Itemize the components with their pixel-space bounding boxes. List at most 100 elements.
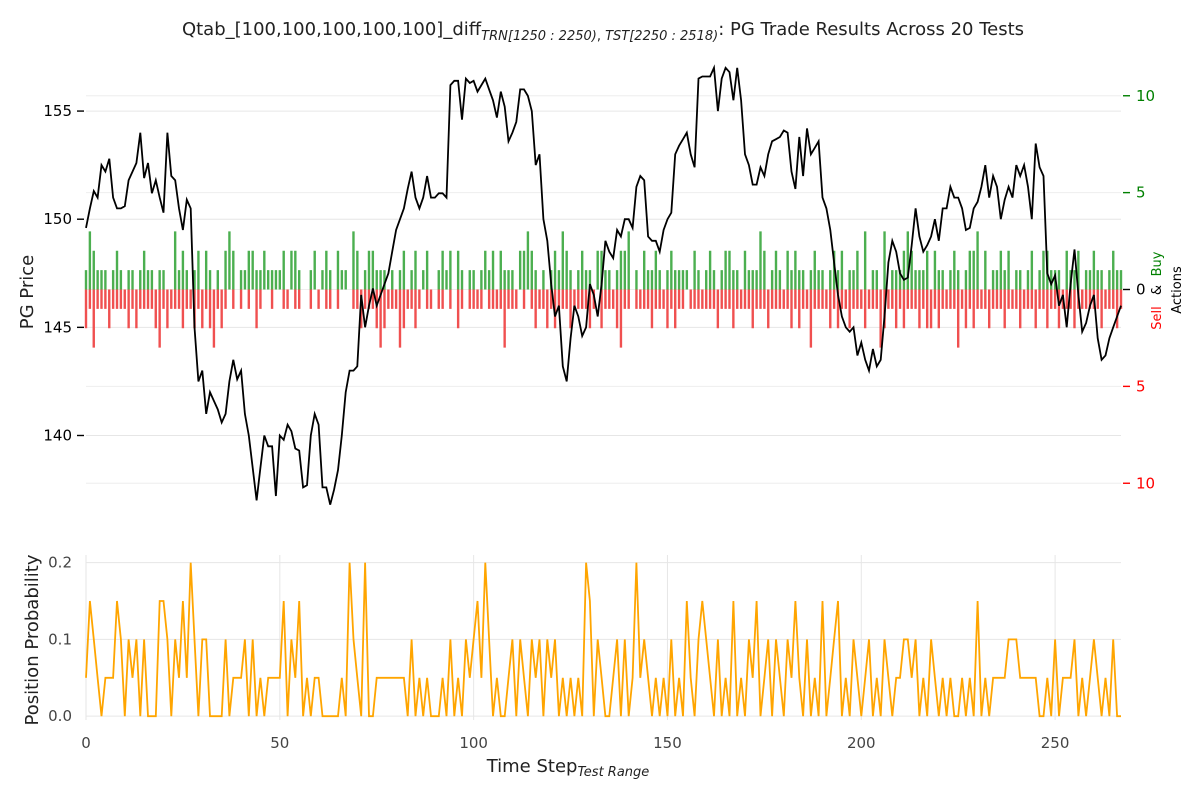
sell-bar xyxy=(201,289,204,329)
sell-bar xyxy=(720,289,723,309)
sell-bar xyxy=(809,289,813,348)
probability-tick-label: 0.0 xyxy=(48,707,72,725)
buy-bar xyxy=(1119,270,1123,290)
buy-bar xyxy=(708,250,712,290)
time-tick-label: 0 xyxy=(81,734,91,752)
sell-bar xyxy=(387,289,390,309)
buy-bar xyxy=(142,250,146,290)
buy-bar xyxy=(968,250,972,290)
sell-bar xyxy=(929,289,933,329)
buy-bar xyxy=(941,270,944,290)
buy-bar xyxy=(542,270,545,290)
sell-bar xyxy=(743,289,747,309)
buy-bar xyxy=(933,250,937,290)
sell-bar xyxy=(468,289,471,309)
buy-bar xyxy=(518,250,522,290)
sell-bar xyxy=(425,289,429,309)
sell-bar xyxy=(232,289,235,309)
buy-bar xyxy=(906,231,909,290)
buy-bar xyxy=(999,250,1003,290)
sell-bar xyxy=(860,289,863,309)
buy-bar xyxy=(104,270,107,290)
sell-bar xyxy=(914,289,917,309)
sell-bar xyxy=(794,289,797,309)
sell-bar xyxy=(371,289,375,309)
buy-bar xyxy=(925,250,929,290)
sell-bar xyxy=(282,289,285,309)
buy-bar xyxy=(736,270,739,290)
sell-bar xyxy=(270,289,274,309)
sell-bar xyxy=(325,289,328,309)
sell-bar xyxy=(643,289,646,309)
sell-bar xyxy=(1011,289,1014,309)
sell-bar xyxy=(774,289,778,309)
sell-bar xyxy=(255,289,258,329)
buy-bar xyxy=(964,270,968,290)
buy-bar xyxy=(922,270,925,290)
probability-tick-label: 0.1 xyxy=(48,630,72,648)
sell-bar xyxy=(131,289,134,309)
buy-bar xyxy=(158,270,161,290)
buy-bar xyxy=(193,270,196,290)
buy-bar xyxy=(1084,270,1088,290)
sell-bar xyxy=(189,289,192,309)
title-sub-sep: , xyxy=(597,29,605,44)
sell-bar xyxy=(1081,289,1084,309)
buy-bar xyxy=(216,270,219,290)
sell-bar xyxy=(286,289,289,309)
sell-bar xyxy=(383,289,386,329)
sell-bar xyxy=(1104,289,1107,309)
sell-bar xyxy=(379,289,382,348)
sell-bar xyxy=(212,289,216,348)
sell-bar xyxy=(456,289,460,329)
buy-bar xyxy=(1026,270,1030,290)
buy-bar xyxy=(705,270,708,290)
buy-bar xyxy=(1092,250,1096,290)
sell-bar xyxy=(111,289,115,309)
sell-bar xyxy=(522,289,526,309)
sell-bar xyxy=(891,289,894,309)
sell-bar xyxy=(173,289,177,309)
sell-bar xyxy=(693,289,696,309)
sell-bar xyxy=(708,289,712,309)
sell-bar xyxy=(96,289,99,309)
sell-bar xyxy=(701,289,704,309)
buy-bar xyxy=(658,270,661,290)
buy-bar xyxy=(336,250,340,290)
sell-bar xyxy=(925,289,929,329)
sell-bar xyxy=(716,289,720,329)
buy-bar xyxy=(937,270,941,290)
sell-bar xyxy=(336,289,340,309)
buy-bar xyxy=(724,250,727,290)
sell-bar xyxy=(728,289,731,309)
buy-bar xyxy=(100,270,103,290)
buy-bar xyxy=(309,270,313,290)
sell-bar xyxy=(561,289,564,309)
actions-tick-label: 0 xyxy=(1136,281,1146,299)
buy-bar xyxy=(670,250,673,290)
sell-bar xyxy=(739,289,743,309)
sell-bar xyxy=(832,289,836,309)
sell-bar xyxy=(945,289,948,309)
sell-bar xyxy=(949,289,952,309)
sell-bar xyxy=(941,289,944,309)
sell-bar xyxy=(491,289,495,309)
sell-bar xyxy=(115,289,119,309)
buy-bar xyxy=(367,250,371,290)
buy-bar xyxy=(774,250,778,290)
sell-bar xyxy=(902,289,906,329)
sell-bar xyxy=(487,289,491,309)
buy-bar xyxy=(507,270,510,290)
buy-bar xyxy=(809,270,813,290)
buy-bar xyxy=(840,250,844,290)
sell-bar xyxy=(615,289,619,329)
sell-bar xyxy=(356,289,359,309)
buy-bar xyxy=(763,250,766,290)
sell-bar xyxy=(584,289,588,309)
buy-bar xyxy=(1038,270,1041,290)
sell-bar xyxy=(840,289,844,309)
sell-bar xyxy=(542,289,545,309)
buy-bar xyxy=(883,231,886,290)
buy-bar xyxy=(414,250,417,290)
sell-bar xyxy=(92,289,95,348)
